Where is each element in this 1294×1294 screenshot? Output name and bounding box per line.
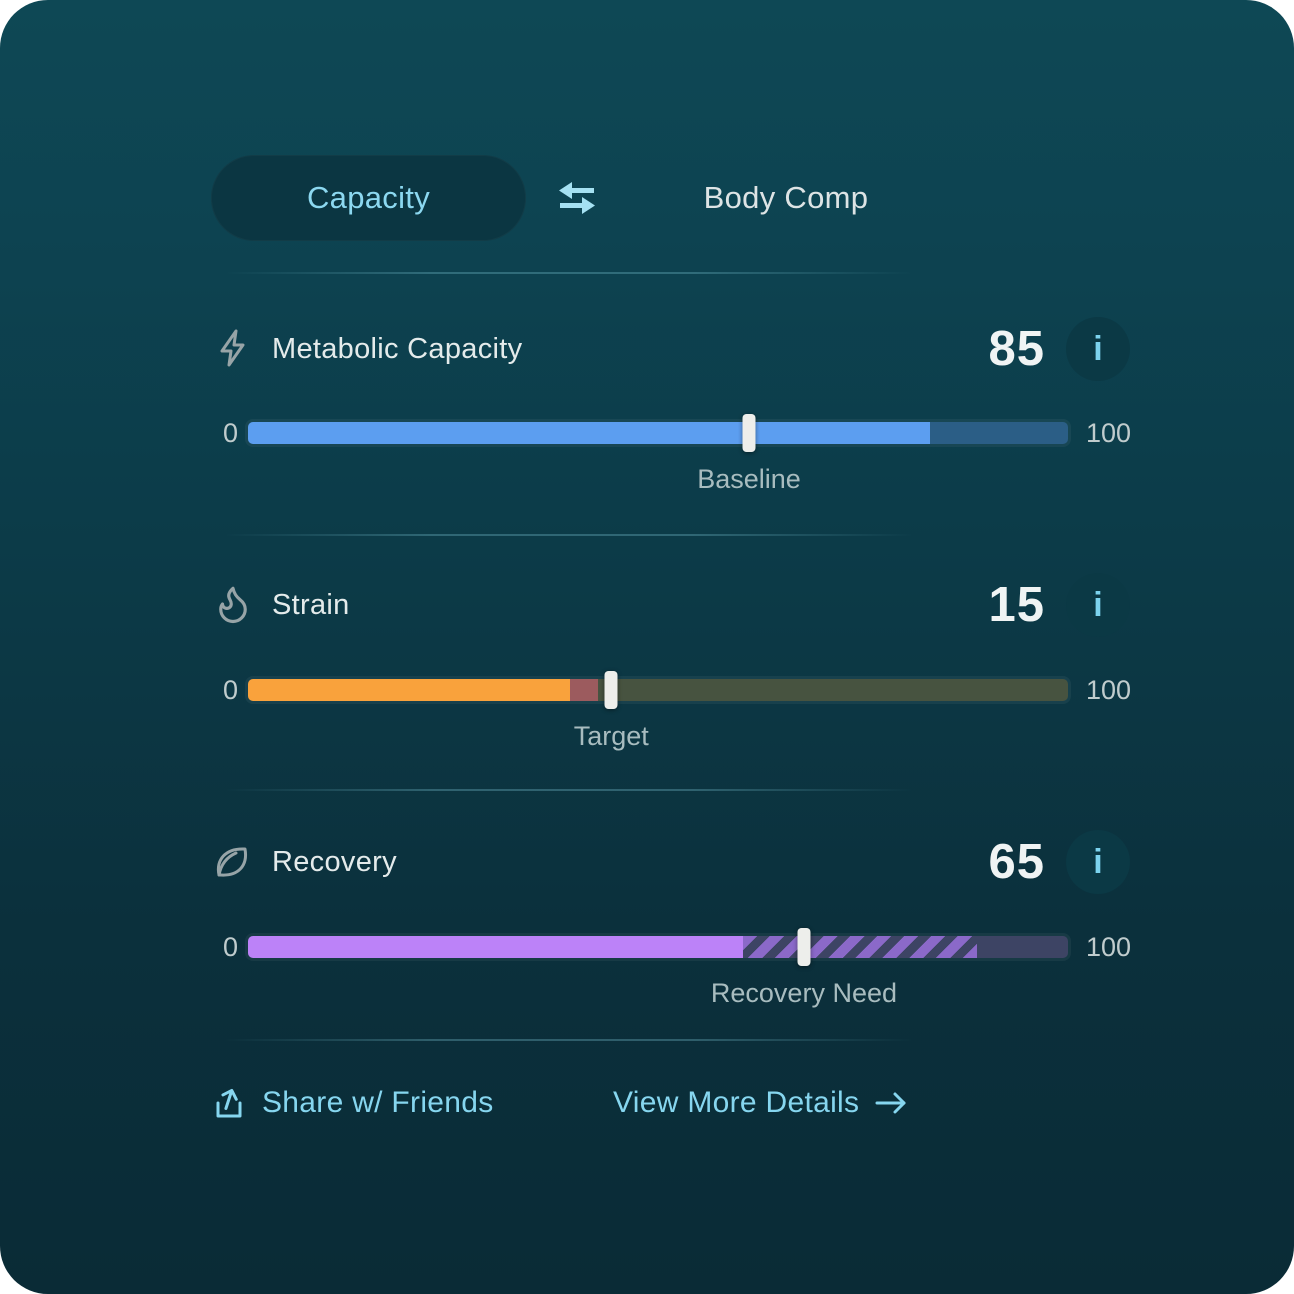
metric-value: 85 <box>988 322 1045 376</box>
metric-label: Metabolic Capacity <box>272 333 523 365</box>
view-more-details-link[interactable]: View More Details <box>613 1077 908 1129</box>
divider <box>225 1039 913 1041</box>
swap-arrows-icon[interactable] <box>553 174 601 222</box>
slider-marker-handle[interactable] <box>742 414 756 452</box>
slider-max-label: 100 <box>1086 932 1132 962</box>
tab-capacity-label: Capacity <box>306 180 430 215</box>
share-link-label: Share w/ Friends <box>262 1086 494 1119</box>
metric-value: 15 <box>988 578 1045 632</box>
slider-marker-handle[interactable] <box>604 671 618 709</box>
slider-max-label: 100 <box>1086 675 1132 705</box>
slider-track[interactable]: Recovery Need <box>248 928 1068 1008</box>
slider-min-label: 0 <box>222 932 238 962</box>
slider-segment <box>570 679 599 701</box>
info-icon: i <box>1093 842 1103 881</box>
leaf-icon <box>212 840 254 882</box>
info-button[interactable]: i <box>1066 830 1130 894</box>
share-with-friends-link[interactable]: Share w/ Friends <box>211 1077 494 1129</box>
share-icon <box>211 1085 247 1121</box>
slider-marker-label: Baseline <box>697 464 801 494</box>
divider <box>225 534 913 536</box>
divider <box>225 789 913 791</box>
info-button[interactable]: i <box>1066 317 1130 381</box>
recovery-slider: 0 Recovery Need 100 <box>0 928 1294 1026</box>
info-icon: i <box>1093 585 1103 624</box>
tab-body-comp[interactable]: Body Comp <box>640 155 932 241</box>
divider <box>225 272 913 274</box>
tab-body-comp-label: Body Comp <box>703 180 869 215</box>
metabolic-capacity-slider: 0 Baseline 100 <box>0 414 1294 512</box>
tab-capacity[interactable]: Capacity <box>211 155 526 241</box>
metric-row-strain: Strain 15 i <box>0 573 1294 637</box>
slider-marker-handle[interactable] <box>797 928 811 966</box>
slider-hatch <box>743 936 977 958</box>
metric-label: Recovery <box>272 846 397 878</box>
strain-slider: 0 Target 100 <box>0 671 1294 769</box>
slider-fill <box>248 679 571 701</box>
slider-fill <box>248 936 744 958</box>
slider-track[interactable]: Baseline <box>248 414 1068 494</box>
slider-marker-label: Target <box>573 721 649 751</box>
flame-icon <box>212 583 254 625</box>
metric-row-metabolic-capacity: Metabolic Capacity 85 i <box>0 317 1294 381</box>
info-icon: i <box>1093 329 1103 368</box>
info-button[interactable]: i <box>1066 573 1130 637</box>
slider-track[interactable]: Target <box>248 671 1068 751</box>
arrow-right-icon <box>874 1089 908 1117</box>
slider-min-label: 0 <box>222 418 238 448</box>
slider-marker-label: Recovery Need <box>710 978 897 1008</box>
details-link-label: View More Details <box>613 1086 860 1119</box>
metric-label: Strain <box>272 589 350 621</box>
slider-max-label: 100 <box>1086 418 1132 448</box>
slider-min-label: 0 <box>222 675 238 705</box>
metric-row-recovery: Recovery 65 i <box>0 830 1294 894</box>
metric-value: 65 <box>988 835 1045 889</box>
lightning-icon <box>212 327 254 369</box>
slider-fill <box>248 422 931 444</box>
